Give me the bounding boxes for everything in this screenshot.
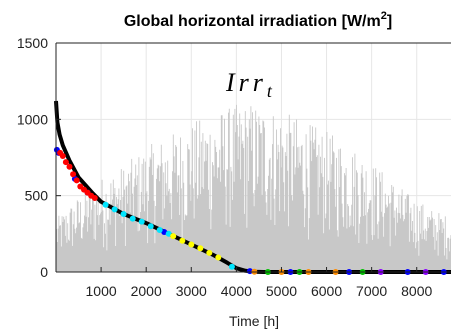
cluster-point-2-3 <box>129 215 136 222</box>
cluster-point-2-0 <box>102 201 109 208</box>
cluster-point-1-4 <box>70 171 77 178</box>
cluster-point-3-2 <box>188 241 195 248</box>
irr-annotation: Irrt <box>225 68 273 101</box>
cluster-point-2-4 <box>138 218 145 225</box>
y-tick-label-0: 0 <box>40 264 48 280</box>
y-ticks: 0 500 1000 1500 <box>17 35 61 280</box>
cluster-point-1-3 <box>66 163 73 170</box>
cluster-point-3-1 <box>179 237 186 244</box>
y-tick-label-1: 500 <box>25 188 49 204</box>
cluster-point-1-1 <box>59 153 66 159</box>
x-tick-label-7: 8000 <box>401 283 432 299</box>
x-tick-label-3: 4000 <box>221 283 252 299</box>
cluster-point-2-7 <box>165 230 172 237</box>
cluster-points <box>53 146 447 275</box>
cluster-point-3-3 <box>197 245 204 252</box>
duration-curve-line <box>54 100 451 274</box>
cluster-point-0-4 <box>161 229 168 235</box>
cluster-point-1-2 <box>62 159 69 166</box>
cluster-point-3-0 <box>170 233 177 240</box>
irr-annotation-base: Irr <box>225 68 267 97</box>
chart-title-superscript: 2 <box>381 10 387 22</box>
cluster-point-2-6 <box>156 227 163 233</box>
irr-annotation-sub: t <box>267 81 273 101</box>
duration-curve <box>54 100 451 274</box>
cluster-point-1-5 <box>73 177 80 184</box>
x-tick-label-6: 7000 <box>356 283 387 299</box>
cluster-point-2-8 <box>228 263 235 270</box>
x-tick-label-2: 3000 <box>176 283 207 299</box>
x-tick-label-5: 6000 <box>311 283 342 299</box>
x-tick-label-1: 2000 <box>131 283 162 299</box>
x-axis-label: Time [h] <box>229 313 279 329</box>
y-tick-label-3: 1500 <box>17 35 48 51</box>
cluster-point-3-4 <box>206 249 213 256</box>
x-tick-label-0: 1000 <box>86 283 117 299</box>
y-tick-label-2: 1000 <box>17 111 48 127</box>
cluster-point-2-2 <box>120 211 127 217</box>
axes <box>55 42 451 273</box>
chart-title-end: ] <box>387 13 392 30</box>
cluster-point-2-5 <box>147 223 154 230</box>
cluster-point-0-5 <box>246 268 253 275</box>
x-ticks: 1000 2000 3000 4000 5000 6000 7000 8000 <box>86 267 433 299</box>
chart-title: Global horizontal irradiation [W/m2] <box>124 10 392 30</box>
x-tick-label-4: 5000 <box>266 283 297 299</box>
cluster-point-1-10 <box>91 195 98 201</box>
cluster-point-2-1 <box>111 206 118 213</box>
chart-title-main: Global horizontal irradiation [W/m <box>124 13 381 30</box>
cluster-point-3-5 <box>215 254 222 261</box>
